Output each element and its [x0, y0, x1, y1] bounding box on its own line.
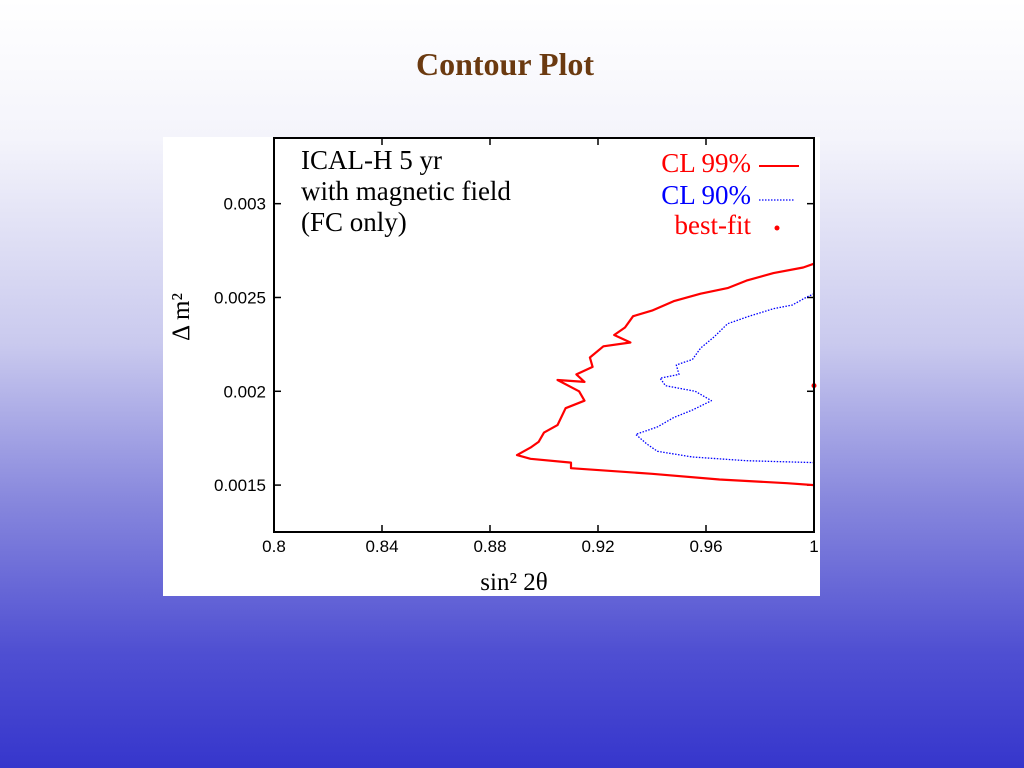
x-tick-label: 0.84 — [365, 537, 398, 556]
legend-label-cl90: CL 90% — [661, 180, 751, 210]
annotation-line: with magnetic field — [301, 176, 511, 206]
contours — [515, 262, 817, 487]
x-tick-label: 0.92 — [581, 537, 614, 556]
legend-label-cl99: CL 99% — [661, 148, 751, 178]
contour-plot-figure: Δ m² 0.0015 0.002 0.0025 0.003 0.8 0.84 0.88 0… — [163, 137, 820, 596]
y-tick-label: 0.002 — [223, 382, 266, 401]
y-tick-label: 0.0025 — [214, 288, 266, 307]
y-axis-label-text: Δ m² — [168, 293, 195, 341]
y-axis-label: Δ m² — [168, 293, 195, 341]
y-ticks: 0.0015 0.002 0.0025 0.003 — [214, 195, 814, 495]
legend-label-best-fit: best-fit — [675, 210, 752, 240]
legend: CL 99%CL 90%best-fit — [661, 148, 799, 240]
x-tick-label: 0.8 — [262, 537, 286, 556]
x-tick-label: 0.88 — [473, 537, 506, 556]
x-tick-label: 1 — [809, 537, 818, 556]
slide-title: Contour Plot — [415, 46, 595, 82]
legend-swatch-best-fit — [774, 225, 780, 231]
x-tick-label: 0.96 — [689, 537, 722, 556]
y-tick-label: 0.0015 — [214, 476, 266, 495]
annotation-line: (FC only) — [301, 207, 407, 237]
cl90-contour — [635, 293, 815, 464]
y-tick-label: 0.003 — [223, 195, 266, 214]
annotation-line: ICAL-H 5 yr — [301, 145, 442, 175]
x-ticks: 0.8 0.84 0.88 0.92 0.96 1 — [262, 138, 819, 556]
x-axis-label: sin² 2θ — [480, 569, 547, 596]
plot-frame — [273, 137, 815, 533]
cl99-contour — [515, 262, 815, 487]
x-axis-label-text: sin² 2θ — [480, 569, 547, 596]
